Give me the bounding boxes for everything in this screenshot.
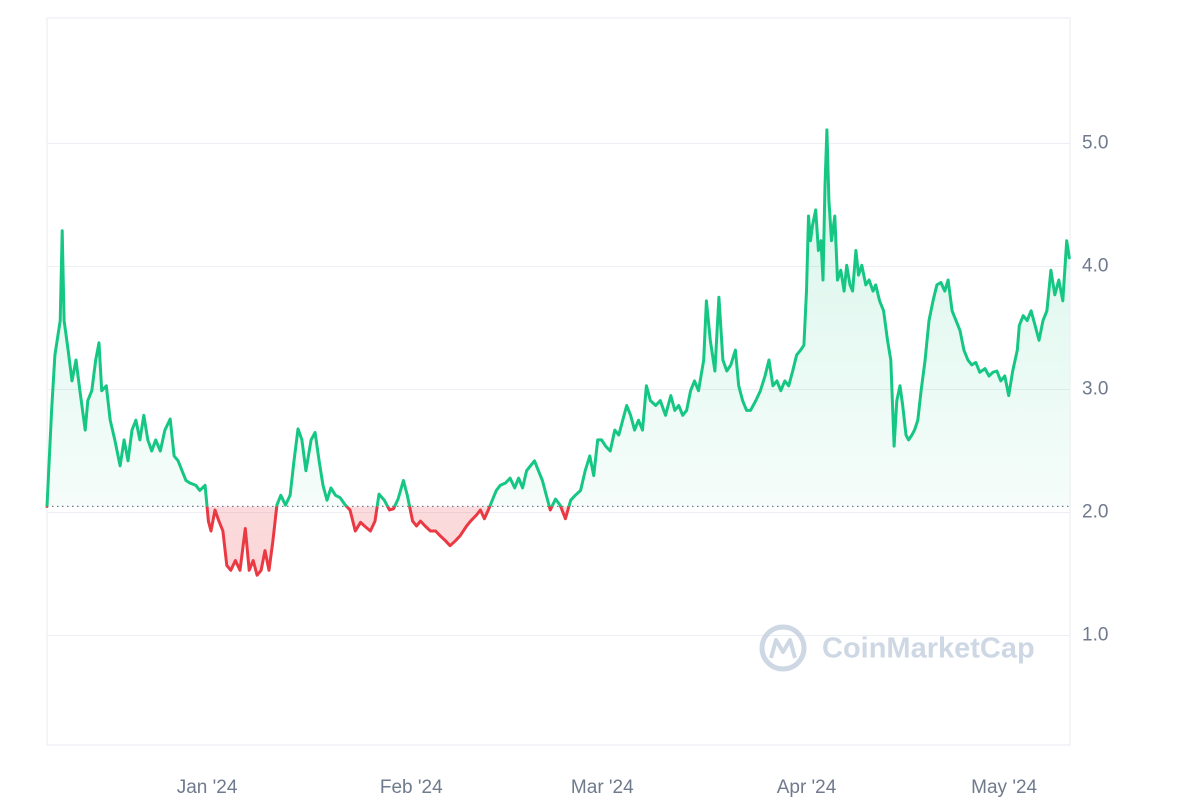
plot <box>45 128 1071 577</box>
plot-frame <box>46 17 1071 746</box>
price-line <box>45 128 1071 577</box>
area <box>47 129 1070 576</box>
x-tick-label: Apr '24 <box>777 777 837 798</box>
x-tick-label: May '24 <box>971 777 1037 798</box>
grid <box>47 142 1070 637</box>
watermark-group: CoinMarketCap <box>759 624 1035 672</box>
y-tick-label: 4.0 <box>1082 255 1108 276</box>
y-tick-label: 1.0 <box>1082 625 1108 646</box>
axes: 1.0 2.0 3.0 4.0 5.0 Jan '24 Feb '24 Mar '24 Apr … <box>177 132 1109 798</box>
y-tick-label: 5.0 <box>1082 132 1108 153</box>
x-tick-label: Feb '24 <box>380 777 443 798</box>
x-tick-label: Mar '24 <box>571 777 634 798</box>
watermark-logo <box>759 624 807 672</box>
y-tick-label: 2.0 <box>1082 502 1108 523</box>
watermark: CoinMarketCap <box>822 633 1035 665</box>
y-tick-label: 3.0 <box>1082 379 1108 400</box>
x-tick-label: Jan '24 <box>177 777 238 798</box>
watermark-logo-mark <box>769 638 797 659</box>
